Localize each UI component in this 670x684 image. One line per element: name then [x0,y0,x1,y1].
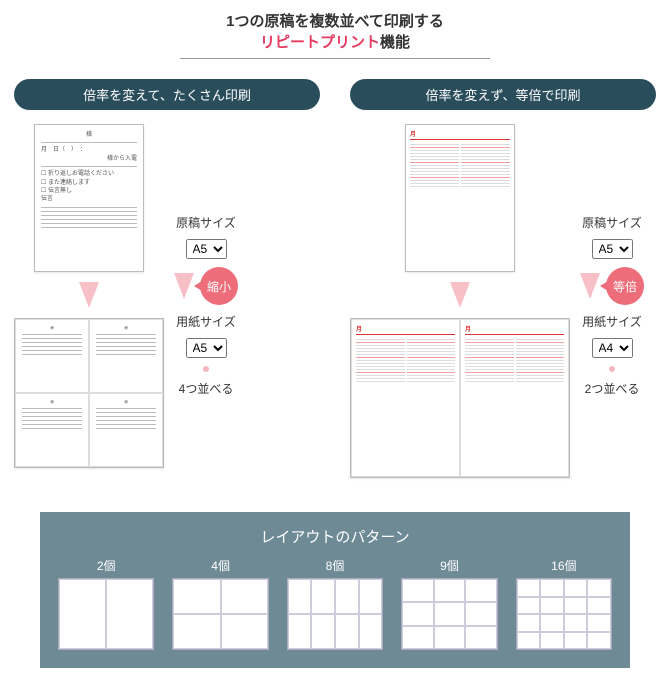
original-size-label: 原稿サイズ [582,214,642,231]
pattern-grid [516,578,612,650]
doc-memo: 伝言 [41,195,137,203]
original-doc-right: 月 [405,124,515,272]
doc-sched: 月 [406,125,514,191]
arrows-left [14,276,164,314]
pattern-grid [287,578,383,650]
doc-from: 様から入電 [41,155,137,163]
col-right: 倍率を変えず、等倍で印刷 月 [350,79,656,478]
paper-size-label: 用紙サイズ [582,313,642,330]
paper-size-label: 用紙サイズ [176,313,236,330]
col-left: 倍率を変えて、たくさん印刷 様 月 日（ ） ： 様から入電 折り返しお電話くだ… [14,79,320,478]
arrow-down-icon [450,282,470,308]
scale-bubble-left: 縮小 [200,267,238,305]
cell: 様 [15,319,89,393]
pill-right: 倍率を変えず、等倍で印刷 [350,79,656,110]
controls-left: 原稿サイズ A5 縮小 用紙サイズ A5 4つ並べる [174,124,238,468]
pattern-8: 8個 [287,557,383,650]
arrow-down-icon [174,273,194,299]
pattern-label: 8個 [326,557,345,574]
doc-cb3: 伝言無し [41,187,137,195]
cell: 様 [89,393,163,467]
pattern-grid [58,578,154,650]
pattern-4: 4個 [172,557,268,650]
result-text-right: 2つ並べる [585,380,640,397]
cell: 様 [89,319,163,393]
dot-icon [203,366,209,372]
pattern-2: 2個 [58,557,154,650]
columns: 倍率を変えて、たくさん印刷 様 月 日（ ） ： 様から入電 折り返しお電話くだ… [0,65,670,478]
scale-bubble-right: 等倍 [606,267,644,305]
patterns-row: 2個 4個 8個 9個 16個 [58,557,612,650]
pill-left: 倍率を変えて、たくさん印刷 [14,79,320,110]
flow-right: 月 月 [350,124,656,478]
pattern-9: 9個 [401,557,497,650]
result-grid-right: 月 月 [350,318,570,478]
paper-size-select-right[interactable]: A4 [592,338,633,358]
pattern-grid [172,578,268,650]
original-size-select-left[interactable]: A5 [186,239,227,259]
cell: 月 [351,319,460,477]
pattern-grid [401,578,497,650]
original-doc-left: 様 月 日（ ） ： 様から入電 折り返しお電話ください また連絡します 伝言無… [34,124,144,272]
original-size-label: 原稿サイズ [176,214,236,231]
arrows-right [350,276,570,314]
pattern-label: 4個 [211,557,230,574]
doc-date: 月 日（ ） ： [41,146,137,154]
original-size-select-right[interactable]: A5 [592,239,633,259]
doc-cb2: また連絡します [41,179,137,187]
header-suffix: 機能 [380,34,410,51]
arrow-down-icon [79,282,99,308]
paper-size-select-left[interactable]: A5 [186,338,227,358]
dot-icon [609,366,615,372]
controls-right: 原稿サイズ A5 等倍 用紙サイズ A4 2つ並べる [580,124,644,478]
pattern-16: 16個 [516,557,612,650]
cell: 様 [15,393,89,467]
thumbs-right: 月 月 [350,124,570,478]
sched-header: 月 [410,129,510,140]
patterns-panel: レイアウトのパターン 2個 4個 8個 9個 16個 [40,512,630,668]
doc-form: 様 月 日（ ） ： 様から入電 折り返しお電話ください また連絡します 伝言無… [35,125,143,237]
thumbs-left: 様 月 日（ ） ： 様から入電 折り返しお電話ください また連絡します 伝言無… [14,124,164,468]
header-line2: リピートプリント機能 [0,31,670,52]
header-rule [180,58,490,59]
result-text-left: 4つ並べる [179,380,234,397]
doc-title: 様 [41,131,137,139]
header-line1: 1つの原稿を複数並べて印刷する [0,10,670,31]
header-accent: リピートプリント [260,34,380,51]
cell: 月 [460,319,569,477]
arrow-down-icon [580,273,600,299]
patterns-title: レイアウトのパターン [58,526,612,547]
pattern-label: 16個 [551,557,576,574]
doc-cb1: 折り返しお電話ください [41,170,137,178]
header: 1つの原稿を複数並べて印刷する リピートプリント機能 [0,0,670,65]
pattern-label: 2個 [97,557,116,574]
result-grid-left: 様 様 様 様 [14,318,164,468]
flow-left: 様 月 日（ ） ： 様から入電 折り返しお電話ください また連絡します 伝言無… [14,124,320,468]
pattern-label: 9個 [440,557,459,574]
